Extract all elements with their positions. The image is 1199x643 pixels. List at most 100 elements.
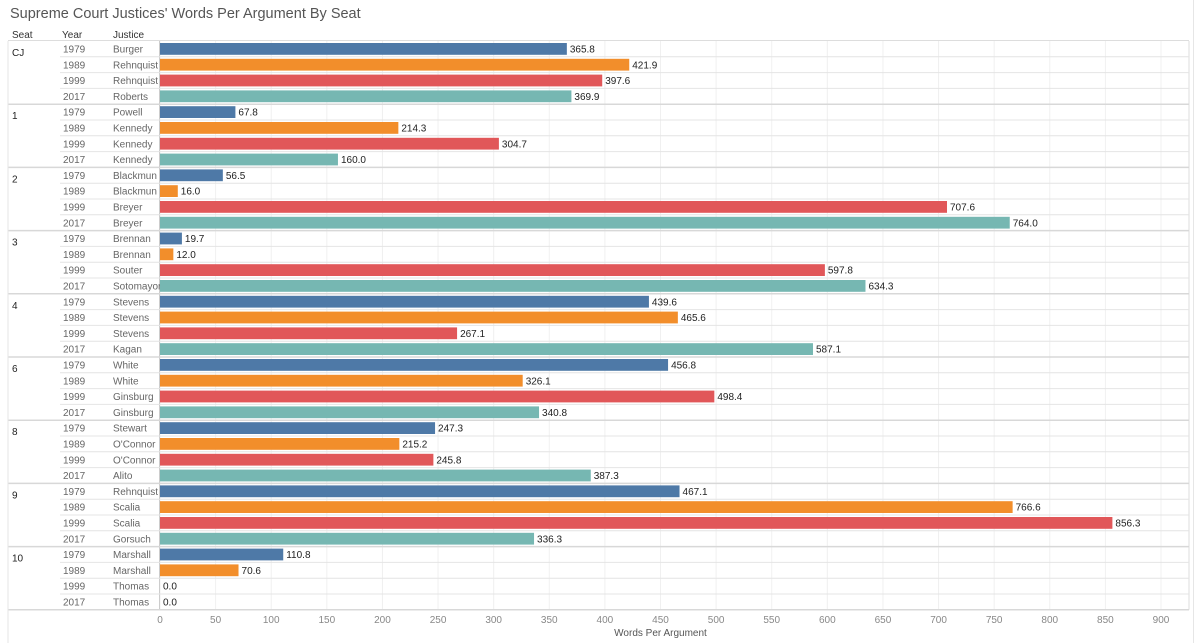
bar — [160, 359, 669, 371]
data-label: 340.8 — [542, 408, 567, 419]
year-label: 1979 — [63, 234, 86, 245]
data-label: 247.3 — [438, 424, 463, 435]
bar — [160, 90, 572, 103]
data-label: 387.3 — [594, 471, 619, 482]
bar — [160, 295, 649, 308]
justice-label: Scalia — [113, 519, 141, 530]
justice-label: Stevens — [113, 313, 149, 324]
year-label: 1989 — [63, 376, 86, 387]
data-label: 369.9 — [574, 92, 599, 103]
x-tick-label: 100 — [263, 615, 280, 626]
x-tick-label: 550 — [763, 615, 780, 626]
year-label: 2017 — [63, 155, 86, 166]
justice-label: Breyer — [113, 203, 143, 214]
seat-label: 2 — [12, 174, 18, 185]
x-tick-label: 700 — [930, 615, 947, 626]
data-label: 597.8 — [828, 266, 853, 277]
header-seat: Seat — [12, 30, 33, 41]
justice-label: Alito — [113, 471, 133, 482]
header-year: Year — [62, 30, 83, 41]
data-label: 19.7 — [185, 234, 205, 245]
year-label: 2017 — [63, 471, 86, 482]
justice-label: Kennedy — [113, 155, 152, 166]
justice-label: White — [113, 361, 139, 372]
data-label: 587.1 — [816, 345, 841, 356]
data-label: 304.7 — [502, 139, 527, 150]
year-label: 1989 — [63, 60, 86, 71]
justice-label: Brennan — [113, 234, 151, 245]
justice-label: Rehnquist — [113, 487, 158, 498]
justice-label: Scalia — [113, 503, 141, 514]
data-label: 465.6 — [681, 313, 706, 324]
x-tick-label: 850 — [1097, 615, 1114, 626]
justice-label: Gorsuch — [113, 534, 151, 545]
x-tick-label: 450 — [652, 615, 669, 626]
x-tick-label: 350 — [541, 615, 558, 626]
justice-label: Rehnquist — [113, 76, 158, 87]
year-label: 1989 — [63, 187, 86, 198]
justice-label: Blackmun — [113, 171, 157, 182]
year-label: 1979 — [63, 550, 86, 561]
bar — [160, 264, 825, 276]
x-axis-title: Words Per Argument — [614, 628, 707, 639]
justice-label: White — [113, 376, 139, 387]
bar — [160, 185, 178, 197]
data-label: 160.0 — [341, 155, 366, 166]
year-label: 1999 — [63, 76, 86, 87]
data-label: 215.2 — [402, 440, 427, 451]
header-justice: Justice — [113, 30, 145, 41]
bar — [160, 564, 239, 577]
bar — [160, 485, 680, 498]
data-label: 856.3 — [1115, 519, 1140, 530]
justice-label: Ginsburg — [113, 408, 154, 419]
data-label: 365.8 — [570, 45, 595, 56]
x-tick-label: 150 — [318, 615, 335, 626]
bar — [160, 58, 630, 71]
justice-label: Burger — [113, 45, 144, 56]
x-tick-label: 500 — [708, 615, 725, 626]
x-tick-label: 600 — [819, 615, 836, 626]
bar — [160, 248, 174, 261]
seat-label: 4 — [12, 301, 18, 312]
justice-label: Brennan — [113, 250, 151, 261]
seat-label: 6 — [12, 364, 18, 375]
bar — [160, 122, 399, 134]
bar — [160, 216, 1010, 229]
year-label: 1979 — [63, 108, 86, 119]
data-label: 707.6 — [950, 203, 975, 214]
year-label: 1979 — [63, 171, 86, 182]
bar — [160, 327, 458, 340]
bar — [160, 153, 338, 166]
year-label: 1989 — [63, 566, 86, 577]
data-label: 498.4 — [717, 392, 742, 403]
year-label: 1979 — [63, 45, 86, 56]
year-label: 2017 — [63, 282, 86, 293]
justice-label: Ginsburg — [113, 392, 154, 403]
justice-label: Stewart — [113, 424, 147, 435]
bar — [160, 469, 591, 482]
year-label: 1989 — [63, 124, 86, 135]
year-label: 1999 — [63, 203, 86, 214]
data-label: 56.5 — [226, 171, 246, 182]
justice-label: Breyer — [113, 218, 143, 229]
year-label: 1979 — [63, 297, 86, 308]
justice-label: Souter — [113, 266, 143, 277]
data-label: 467.1 — [683, 487, 708, 498]
x-tick-label: 650 — [875, 615, 892, 626]
bar — [160, 390, 715, 403]
x-tick-label: 750 — [986, 615, 1003, 626]
justice-label: Blackmun — [113, 187, 157, 198]
bar — [160, 406, 540, 419]
justice-label: Powell — [113, 108, 142, 119]
data-label: 70.6 — [242, 566, 262, 577]
x-tick-label: 200 — [374, 615, 391, 626]
x-tick-label: 50 — [210, 615, 222, 626]
data-label: 0.0 — [163, 598, 177, 609]
x-tick-label: 900 — [1153, 615, 1170, 626]
data-label: 456.8 — [671, 361, 696, 372]
year-label: 2017 — [63, 408, 86, 419]
scrollbar-track[interactable] — [1193, 0, 1194, 643]
bar — [160, 74, 603, 87]
bar — [160, 501, 1013, 513]
